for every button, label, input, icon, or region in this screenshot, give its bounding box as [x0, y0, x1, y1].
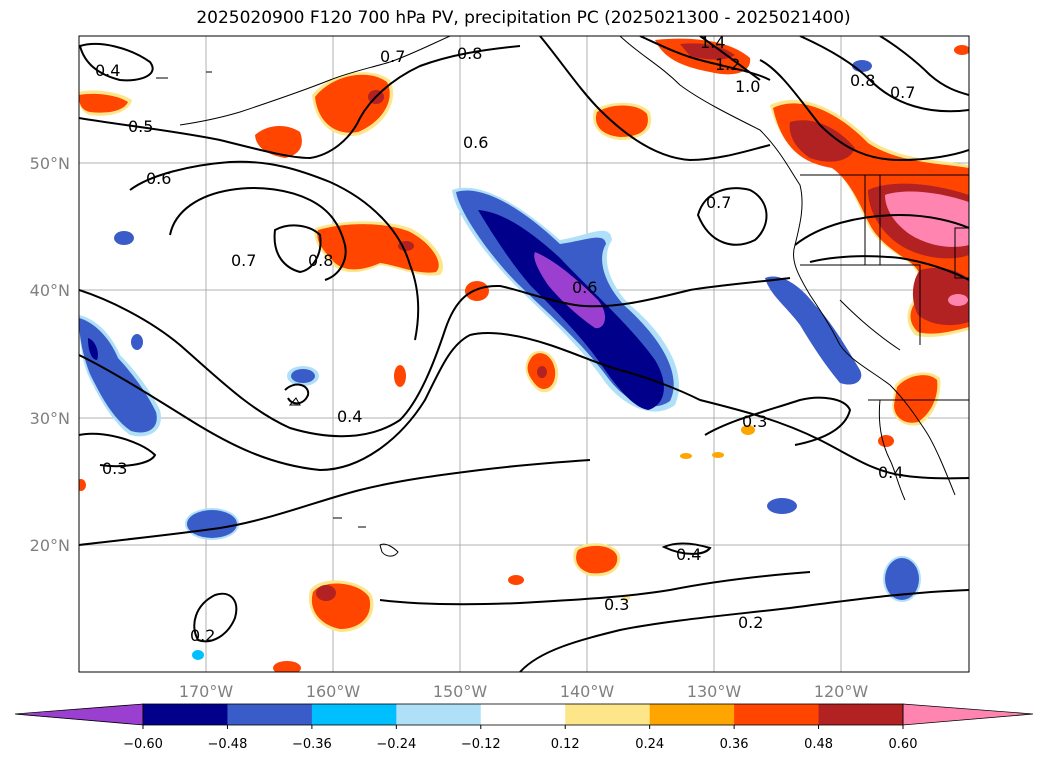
- colorbar-tick-label: −0.48: [208, 737, 248, 752]
- coastlines: [179, 36, 969, 501]
- contour-label: 0.8: [457, 44, 482, 63]
- colorbar-extend-high: [903, 704, 1033, 725]
- contour-label: 0.3: [604, 595, 629, 614]
- lon-label: 120°W: [814, 682, 869, 701]
- lon-label: 170°W: [179, 682, 234, 701]
- colorbar-tick-label: 0.48: [804, 737, 833, 752]
- contour-labels: 0.4 0.5 0.6 0.7 0.8 0.6 0.7 0.8 1.4 1.2 …: [95, 33, 915, 645]
- lat-label: 50°N: [30, 154, 70, 173]
- contour-label: 0.7: [231, 251, 256, 270]
- contour-label: 0.4: [337, 407, 362, 426]
- colorbar-tick-label: 0.24: [635, 737, 664, 752]
- colorbar-tick-label: −0.24: [376, 737, 416, 752]
- longitude-labels: 170°W 160°W 150°W 140°W 130°W 120°W: [179, 682, 869, 701]
- contour-label: 0.6: [572, 278, 597, 297]
- lon-label: 150°W: [433, 682, 488, 701]
- contour-label: 0.7: [380, 47, 405, 66]
- lat-label: 30°N: [30, 409, 70, 428]
- colorbar-tick-label: 0.60: [889, 737, 918, 752]
- colorbar-segment: [565, 704, 651, 725]
- contour-label: 1.2: [715, 55, 740, 74]
- map-frame: [78, 35, 970, 673]
- map-plot-area: 0.4 0.5 0.6 0.7 0.8 0.6 0.7 0.8 1.4 1.2 …: [79, 33, 969, 672]
- lat-label: 40°N: [30, 281, 70, 300]
- contour-label: 0.3: [742, 412, 767, 431]
- contour-label: 1.0: [735, 77, 760, 96]
- contour-label: 0.7: [890, 83, 915, 102]
- lon-label: 130°W: [687, 682, 742, 701]
- colorbar-segment: [649, 704, 735, 725]
- colorbar: −0.60 −0.48 −0.36 −0.24 −0.12 0.12 0.24 0.36 0.4…: [14, 703, 1034, 752]
- contour-label: 0.2: [738, 613, 763, 632]
- colorbar-segment: [818, 704, 904, 725]
- contour-label: 0.6: [146, 169, 171, 188]
- islands: [156, 71, 399, 557]
- contour-label: 0.5: [128, 117, 153, 136]
- colorbar-segment: [227, 704, 313, 725]
- contour-label: 0.8: [850, 71, 875, 90]
- colorbar-extend-low: [15, 704, 143, 725]
- colorbar-segment: [143, 704, 228, 725]
- contour-label: 0.4: [95, 61, 120, 80]
- lon-label: 160°W: [306, 682, 361, 701]
- contour-label: 1.4: [700, 33, 725, 52]
- colorbar-tick-label: −0.60: [123, 737, 163, 752]
- colorbar-tick-label: 0.12: [551, 737, 580, 752]
- map-title: 2025020900 F120 700 hPa PV, precipitatio…: [196, 8, 851, 28]
- contour-label: 0.4: [676, 545, 701, 564]
- colorbar-tick-label: −0.36: [292, 737, 332, 752]
- contour-label: 0.4: [878, 463, 903, 482]
- contour-label: 0.7: [706, 193, 731, 212]
- colorbar-segment: [311, 704, 397, 725]
- contour-label: 0.6: [463, 133, 488, 152]
- colorbar-tick-label: 0.36: [720, 737, 749, 752]
- contour-label: 0.3: [102, 459, 127, 478]
- lon-label: 140°W: [560, 682, 615, 701]
- contour-label: 0.8: [308, 251, 333, 270]
- colorbar-segment: [480, 704, 566, 725]
- lat-label: 20°N: [30, 536, 70, 555]
- contour-label: 0.2: [190, 626, 215, 645]
- pv-contours: [79, 36, 969, 672]
- latitude-labels: 50°N 40°N 30°N 20°N: [30, 154, 70, 555]
- colorbar-tick-label: −0.12: [461, 737, 501, 752]
- precip-negative-shading: [79, 60, 921, 660]
- colorbar-segment: [734, 704, 820, 725]
- colorbar-segment: [396, 704, 482, 725]
